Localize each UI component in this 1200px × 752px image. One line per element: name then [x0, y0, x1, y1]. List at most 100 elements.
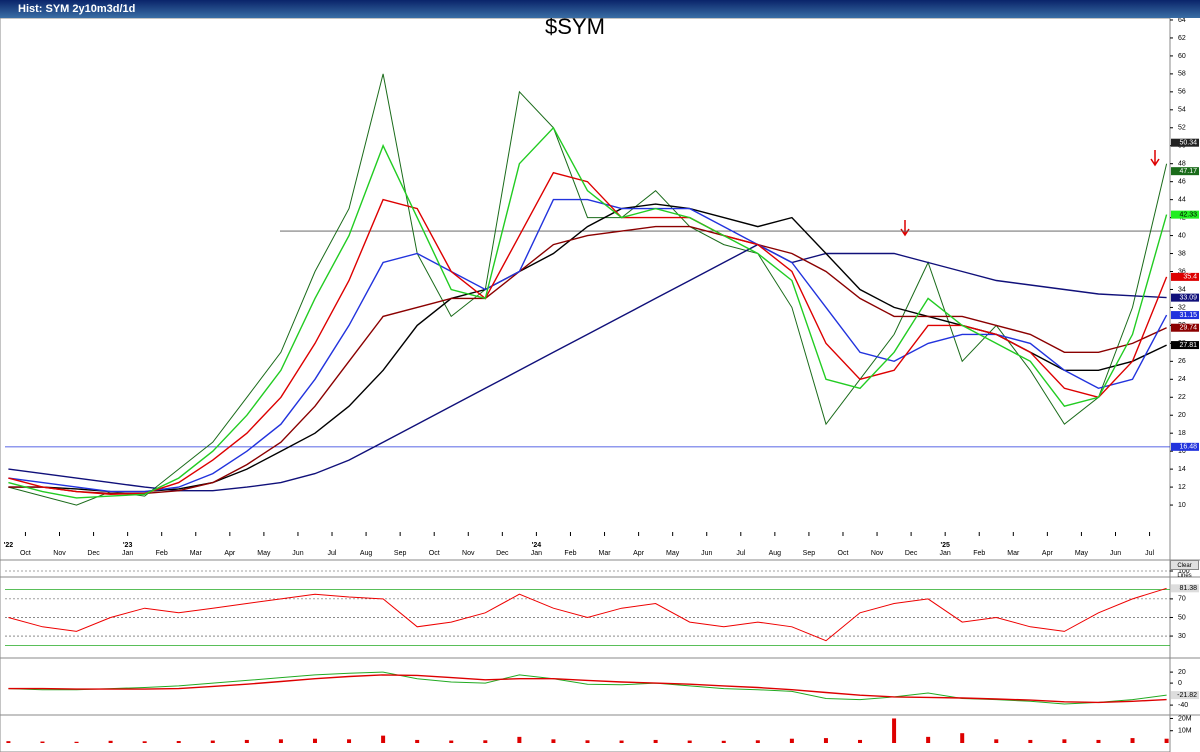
y-tick-label: 14: [1178, 466, 1186, 473]
price-label-box: [1171, 210, 1199, 219]
y-tick-label: 100: [1178, 568, 1190, 575]
volume-bar: [721, 740, 726, 743]
x-tick-label: Oct: [20, 550, 31, 557]
y-tick-label: 22: [1178, 394, 1186, 401]
price-label: 50.34: [1179, 140, 1197, 147]
x-tick-label: Aug: [769, 550, 782, 557]
y-tick-label: 44: [1178, 196, 1186, 203]
volume-bar: [347, 739, 352, 743]
volume-bar: [415, 739, 420, 743]
volume-bar: [483, 740, 488, 743]
y-tick-label: 34: [1178, 286, 1186, 293]
x-tick-label: Jan: [122, 550, 133, 557]
chart-title: $SYM: [545, 18, 605, 39]
volume-bar: [278, 739, 283, 743]
volume-bar: [960, 733, 965, 743]
x-tick-label: Feb: [973, 550, 985, 557]
price-label: 35.4: [1183, 274, 1197, 281]
x-tick-label: Nov: [53, 550, 66, 557]
y-tick-label: 20: [1178, 412, 1186, 419]
price-label-box: [1171, 691, 1199, 700]
volume-bar: [517, 736, 522, 743]
price-label-box: [1171, 584, 1199, 593]
volume-bar: [1096, 739, 1101, 743]
volume-bar: [142, 741, 147, 743]
price-label: -21.82: [1177, 692, 1197, 699]
x-tick-label: Nov: [871, 550, 884, 557]
volume-bar: [994, 739, 999, 743]
clear-lines-button[interactable]: Clear Lines: [1170, 560, 1199, 579]
x-tick-label: Sep: [394, 550, 407, 557]
y-tick-label: 50: [1178, 614, 1186, 621]
y-tick-label: -40: [1178, 702, 1188, 709]
y-tick-label: 70: [1178, 596, 1186, 603]
signal-arrow: [1150, 150, 1160, 167]
volume-bar: [6, 741, 11, 743]
window-title: Hist: SYM 2y10m3d/1d: [18, 3, 136, 15]
price-label-box: [1171, 311, 1199, 320]
x-tick-label: Jul: [1145, 550, 1154, 557]
volume-bar: [892, 718, 897, 743]
volume-bar: [176, 741, 181, 743]
y-tick-label: 60: [1178, 53, 1186, 60]
volume-bar: [381, 735, 386, 743]
series-line: [8, 243, 1167, 492]
x-tick-label: Mar: [190, 550, 203, 557]
year-label: '23: [123, 542, 133, 549]
y-tick-label: 18: [1178, 430, 1186, 437]
volume-bar: [585, 740, 590, 743]
volume-bar: [858, 739, 863, 743]
y-tick-label: 48: [1178, 161, 1186, 168]
x-tick-label: Jul: [736, 550, 745, 557]
x-tick-label: May: [257, 550, 271, 557]
y-tick-label: 56: [1178, 89, 1186, 96]
volume-bar: [755, 740, 760, 743]
price-label-box: [1171, 293, 1199, 302]
volume-bar: [1028, 739, 1033, 743]
y-tick-label: 64: [1178, 18, 1186, 24]
volume-bar: [1062, 739, 1067, 743]
price-label-box: [1171, 323, 1199, 332]
y-tick-label: 0: [1178, 680, 1182, 687]
price-label: 16.48: [1179, 444, 1197, 451]
volume-bar: [926, 736, 931, 743]
title-bar: Hist: SYM 2y10m3d/1d: [0, 0, 1200, 18]
x-tick-label: Mar: [1007, 550, 1020, 557]
year-label: '22: [4, 542, 14, 549]
x-tick-label: Dec: [905, 550, 918, 557]
x-tick-label: Jun: [1110, 550, 1121, 557]
volume-bar: [74, 741, 79, 743]
price-label: 31.15: [1179, 312, 1197, 319]
x-tick-label: Apr: [1042, 550, 1054, 557]
series-line: [8, 198, 1168, 493]
x-tick-label: Apr: [224, 550, 236, 557]
chart: $SYM101214161820222426283032343638404244…: [0, 18, 1200, 752]
y-tick-label: 46: [1178, 179, 1186, 186]
volume-bar: [823, 738, 828, 743]
volume-bar: [108, 740, 113, 743]
y-tick-label: 12: [1178, 484, 1186, 491]
x-tick-label: Jan: [531, 550, 542, 557]
x-tick-label: May: [1075, 550, 1089, 557]
volume-bar: [653, 739, 658, 743]
y-tick-label: 20: [1178, 669, 1186, 676]
y-tick-label: 38: [1178, 250, 1186, 257]
x-tick-label: Oct: [838, 550, 849, 557]
volume-bar: [312, 738, 317, 743]
x-tick-label: Dec: [87, 550, 100, 557]
price-label-box: [1171, 442, 1199, 451]
price-label: 47.17: [1179, 168, 1197, 175]
plot-frame: [0, 18, 1171, 752]
price-label-box: [1171, 167, 1199, 176]
y-tick-label: 24: [1178, 376, 1186, 383]
x-tick-label: Mar: [599, 550, 612, 557]
x-tick-label: Sep: [803, 550, 816, 557]
volume-bar: [551, 739, 556, 743]
x-tick-label: Apr: [633, 550, 645, 557]
x-tick-label: Jun: [701, 550, 712, 557]
y-tick-label: 32: [1178, 304, 1186, 311]
series-line: [8, 587, 1167, 642]
x-tick-label: Aug: [360, 550, 373, 557]
price-label-box: [1171, 341, 1199, 350]
